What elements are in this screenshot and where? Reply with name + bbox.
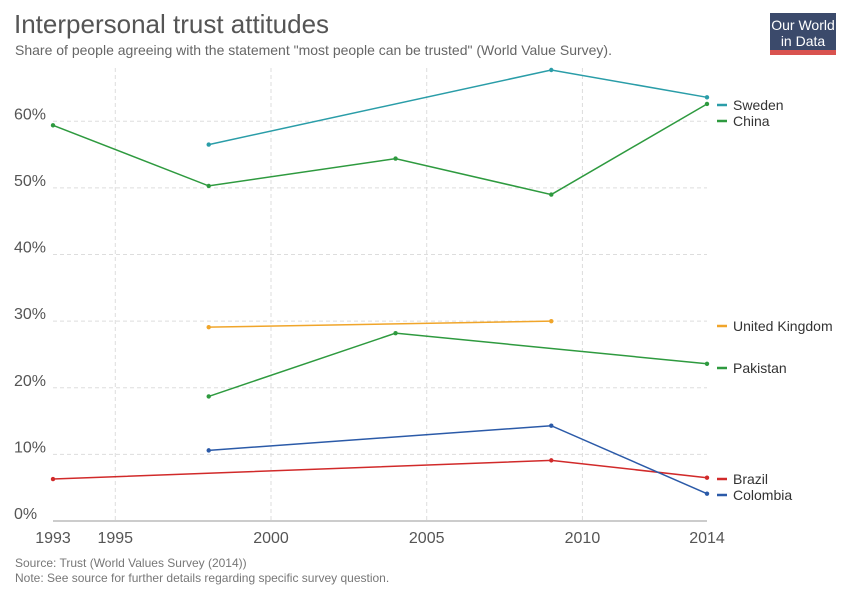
series-line[interactable]: [208, 69, 708, 146]
x-tick-label: 1995: [97, 530, 133, 547]
logo-accent-bar: [770, 50, 836, 55]
data-point[interactable]: [549, 423, 554, 428]
data-point[interactable]: [704, 101, 710, 107]
y-tick-label: 30%: [14, 306, 46, 323]
owid-logo[interactable]: Our World in Data: [770, 13, 836, 55]
y-tick-label: 10%: [14, 439, 46, 456]
legend-label: China: [733, 113, 770, 129]
y-tick-label: 20%: [14, 373, 46, 390]
y-tick-label: 40%: [14, 240, 46, 257]
series-line[interactable]: [208, 320, 552, 328]
logo-line-1: Our World: [771, 17, 835, 33]
series-0[interactable]: [206, 67, 710, 147]
data-point[interactable]: [206, 142, 211, 147]
grid-layer: 0% 10% 20% 30% 40% 50% 60% 1993 1995 2000 2005 2010…: [14, 68, 725, 547]
note-text: Note: See source for further details reg…: [15, 571, 389, 585]
data-point[interactable]: [206, 324, 211, 330]
legend-entry[interactable]: Pakistan: [717, 360, 787, 376]
legend-entry[interactable]: Colombia: [717, 487, 792, 503]
x-tick-label: 2010: [565, 530, 601, 547]
series-2[interactable]: [206, 318, 554, 330]
data-point[interactable]: [50, 476, 56, 482]
legend-entry[interactable]: United Kingdom: [717, 318, 833, 334]
legend-entry[interactable]: Brazil: [717, 471, 768, 487]
data-point[interactable]: [704, 95, 710, 100]
y-tick-label: 0%: [14, 506, 37, 523]
series-3[interactable]: [206, 330, 710, 399]
x-tick-label: 2005: [409, 530, 445, 547]
series-layer: [50, 67, 710, 496]
legend-entry[interactable]: China: [717, 113, 770, 129]
series-line[interactable]: [208, 332, 708, 398]
legend-label: Brazil: [733, 471, 768, 487]
data-point[interactable]: [704, 491, 710, 496]
legend-entry[interactable]: Sweden: [717, 97, 784, 113]
series-line[interactable]: [208, 424, 708, 495]
series-4[interactable]: [50, 458, 710, 482]
legend-label: Sweden: [733, 97, 784, 113]
data-point[interactable]: [549, 192, 554, 197]
chart-subtitle: Share of people agreeing with the statem…: [15, 42, 612, 58]
data-point[interactable]: [393, 330, 398, 336]
data-point[interactable]: [549, 318, 554, 324]
legend-label: United Kingdom: [733, 318, 833, 334]
x-tick-label: 2000: [253, 530, 289, 547]
data-point[interactable]: [206, 183, 211, 189]
logo-background: [770, 13, 836, 50]
y-tick-label: 50%: [14, 173, 46, 190]
series-1[interactable]: [50, 101, 710, 197]
data-point[interactable]: [549, 67, 554, 73]
data-point[interactable]: [206, 448, 211, 453]
series-line[interactable]: [52, 459, 708, 480]
data-point[interactable]: [704, 361, 710, 366]
data-point[interactable]: [393, 156, 398, 161]
series-line[interactable]: [52, 103, 708, 196]
x-tick-label: 1993: [35, 530, 71, 547]
data-point[interactable]: [206, 394, 211, 399]
logo-line-2: in Data: [781, 33, 826, 49]
data-point[interactable]: [50, 123, 56, 128]
source-text[interactable]: Source: Trust (World Values Survey (2014…: [15, 556, 247, 570]
legend-label: Colombia: [733, 487, 792, 503]
chart-title: Interpersonal trust attitudes: [14, 9, 329, 39]
x-tick-label: 2014: [689, 530, 725, 547]
series-5[interactable]: [206, 423, 710, 496]
y-tick-label: 60%: [14, 106, 46, 123]
data-point[interactable]: [549, 458, 554, 463]
legend-label: Pakistan: [733, 360, 787, 376]
data-point[interactable]: [704, 475, 710, 480]
